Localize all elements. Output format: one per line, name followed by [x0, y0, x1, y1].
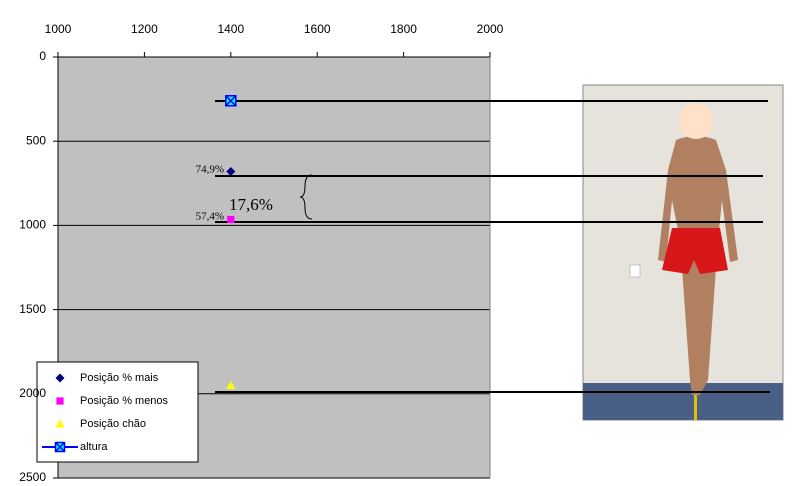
- legend-marker: [56, 397, 63, 404]
- x-tick-label: 1600: [304, 22, 331, 36]
- x-tick-label: 1000: [45, 22, 72, 36]
- x-tick-label: 1800: [390, 22, 417, 36]
- annotation: 74,9%: [196, 164, 224, 176]
- x-tick-label: 1200: [131, 22, 158, 36]
- y-tick-label: 2500: [19, 470, 46, 484]
- annotation: 57,4%: [196, 211, 224, 223]
- photo: [583, 85, 783, 420]
- legend-label: altura: [80, 441, 108, 453]
- chart: 74,9% 57,4% 17,6% Posição % maisPosição …: [0, 0, 800, 486]
- legend-label: Posição chão: [80, 418, 146, 430]
- x-tick-label: 2000: [477, 22, 504, 36]
- point: [226, 96, 236, 106]
- annotation: 17,6%: [229, 195, 273, 214]
- y-tick-label: 2000: [19, 386, 46, 400]
- y-tick-label: 1500: [19, 302, 46, 316]
- legend-label: Posição % mais: [80, 372, 159, 384]
- legend: Posição % mais Posição % menos Posição chã…: [37, 362, 198, 462]
- y-tick-label: 1000: [19, 218, 46, 232]
- legend-label: Posição % menos: [80, 395, 169, 407]
- y-tick-label: 500: [26, 133, 46, 147]
- legend-marker: [56, 443, 65, 452]
- x-tick-label: 1400: [217, 22, 244, 36]
- point: [227, 216, 234, 223]
- y-tick-label: 0: [39, 49, 46, 63]
